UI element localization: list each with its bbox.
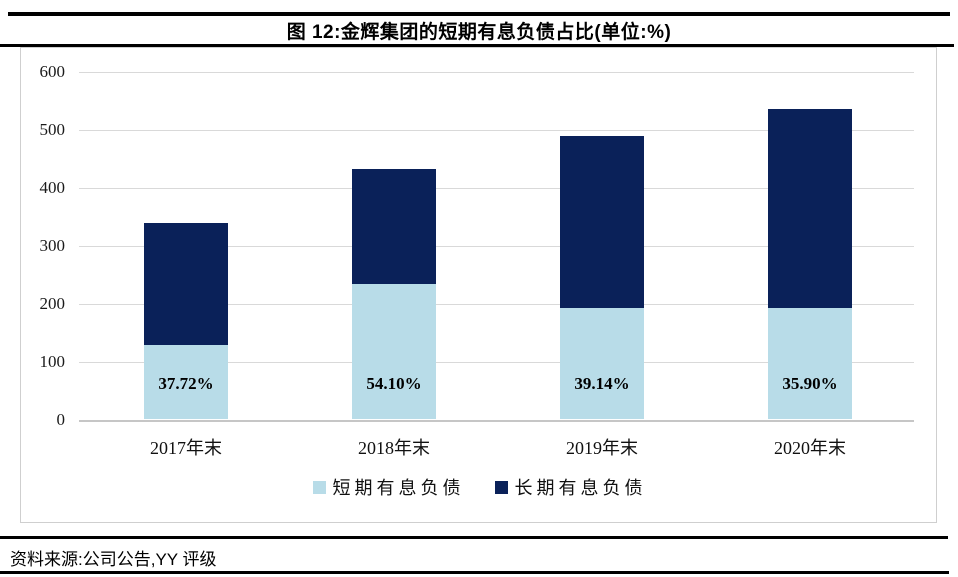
gridline xyxy=(79,187,914,189)
bottom-divider xyxy=(0,571,949,574)
y-axis-tick-label: 200 xyxy=(39,293,66,313)
figure-title: 图 12:金辉集团的短期有息负债占比(单位:%) xyxy=(286,22,672,43)
gridline xyxy=(79,245,914,247)
y-axis-tick-label: 400 xyxy=(39,177,66,197)
gridline xyxy=(79,361,914,363)
bar-percentage-label: 37.72% xyxy=(158,373,214,393)
bar-segment-long-term xyxy=(352,169,436,284)
x-axis-category-label: 2017年末 xyxy=(150,437,222,458)
legend-item: 长期有息负债 xyxy=(494,474,647,500)
bar-segment-short-term xyxy=(560,308,644,420)
y-axis-tick-label: 100 xyxy=(39,351,66,371)
y-axis-tick-label: 0 xyxy=(56,409,66,429)
legend-label: 长期有息负债 xyxy=(514,478,647,498)
bar-segment-long-term xyxy=(768,108,852,308)
legend-label: 短期有息负债 xyxy=(332,478,465,498)
legend-item: 短期有息负债 xyxy=(312,474,465,500)
x-axis-category-label: 2019年末 xyxy=(566,437,638,458)
bar-percentage-label: 39.14% xyxy=(574,373,630,393)
legend-swatch-icon xyxy=(312,480,326,494)
legend-swatch-icon xyxy=(494,480,508,494)
x-axis-category-label: 2018年末 xyxy=(358,437,430,458)
y-axis-tick-label: 300 xyxy=(39,235,66,255)
chart-legend: 短期有息负债 长期有息负债 xyxy=(21,474,938,500)
source-note: 资料来源:公司公告,YY 评级 xyxy=(10,550,217,569)
bar-percentage-label: 35.90% xyxy=(782,373,838,393)
bar-segment-short-term xyxy=(768,307,852,420)
gridline xyxy=(79,130,914,131)
x-axis-category-label: 2020年末 xyxy=(774,437,846,458)
y-axis-tick-label: 600 xyxy=(39,62,66,82)
footer-divider xyxy=(0,536,948,539)
chart-area: 0 100 200 300 400 500 600 37.72% 2017年末 54.10% 201… xyxy=(20,47,937,523)
bar-segment-short-term xyxy=(144,345,228,420)
title-divider xyxy=(0,44,954,47)
top-divider xyxy=(8,12,950,16)
bar-segment-long-term xyxy=(560,135,644,309)
gridline xyxy=(79,72,914,74)
bar-percentage-label: 54.10% xyxy=(366,373,422,393)
bar-segment-short-term xyxy=(352,284,436,420)
gridline xyxy=(79,303,914,305)
y-axis-tick-label: 500 xyxy=(39,120,66,139)
x-axis-line xyxy=(79,419,914,422)
bar-segment-long-term xyxy=(144,222,228,346)
